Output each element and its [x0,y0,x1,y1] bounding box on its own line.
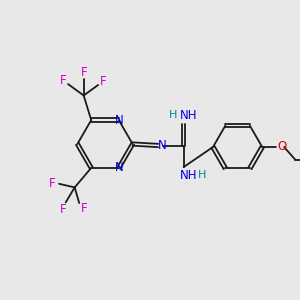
Text: F: F [59,202,66,215]
Text: N: N [158,139,167,152]
Text: N: N [114,114,123,127]
Text: NH: NH [180,109,198,122]
Text: O: O [277,140,286,154]
Text: NH: NH [180,169,198,182]
Text: F: F [81,202,88,215]
Text: H: H [198,170,206,181]
Text: F: F [80,66,87,79]
Text: F: F [49,177,56,190]
Text: F: F [100,76,107,88]
Text: H: H [169,110,177,121]
Text: N: N [114,161,123,174]
Text: F: F [59,74,66,87]
